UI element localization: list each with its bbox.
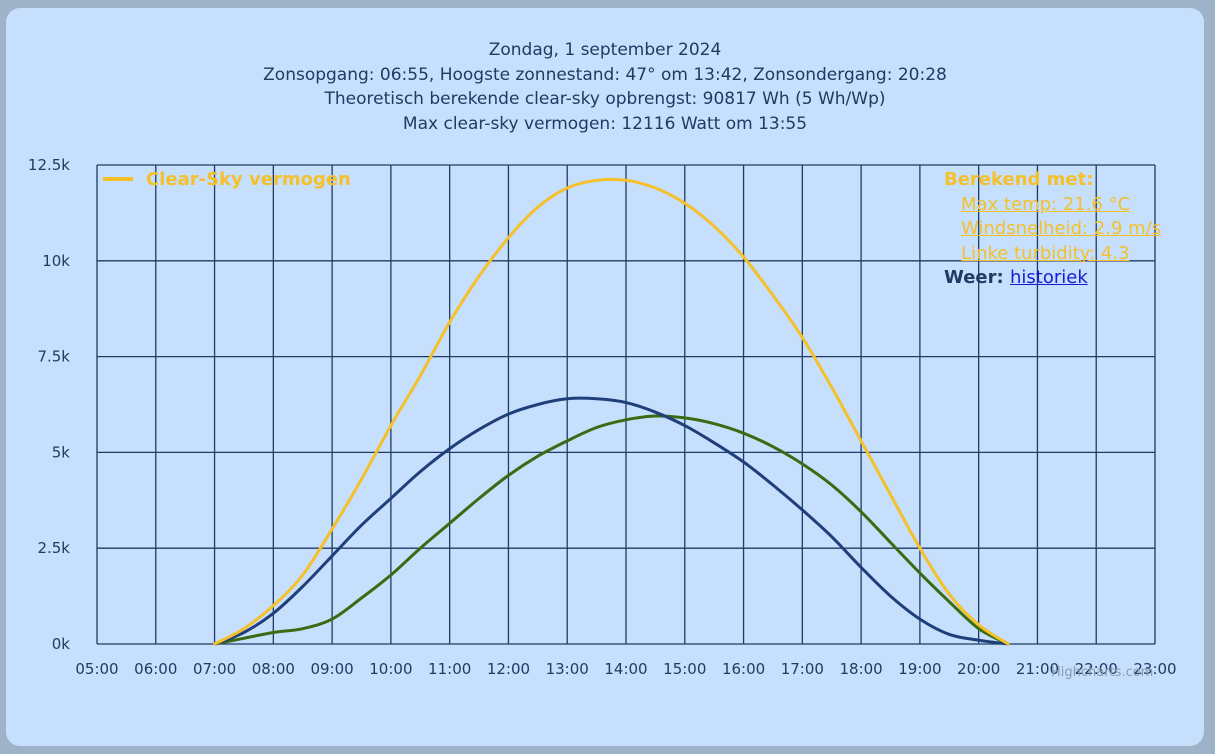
x-tick-label: 08:00	[252, 660, 295, 678]
title-line-sun: Zonsopgang: 06:55, Hoogste zonnestand: 4…	[263, 64, 947, 85]
x-tick-label: 19:00	[898, 660, 941, 678]
weather-history-link[interactable]: historiek	[1010, 267, 1088, 288]
legend[interactable]: Clear-Sky vermogen	[103, 169, 351, 190]
highcharts-credit[interactable]: Highcharts.com	[1051, 665, 1153, 680]
x-tick-label: 14:00	[604, 660, 647, 678]
series-lines	[213, 177, 1010, 646]
x-tick-label: 10:00	[369, 660, 412, 678]
weather-row: Weer: historiek	[944, 266, 1161, 291]
wind-speed-link[interactable]: Windsnelheid: 2.9 m/s	[961, 218, 1162, 239]
x-tick-label: 06:00	[134, 660, 177, 678]
x-tick-label: 15:00	[663, 660, 706, 678]
x-tick-label: 13:00	[546, 660, 589, 678]
x-tick-label: 21:00	[1016, 660, 1059, 678]
linke-turbidity-link[interactable]: Linke turbidity: 4.3	[961, 242, 1130, 264]
x-tick-label: 22:00	[1075, 660, 1118, 678]
weather-label: Weer:	[944, 267, 1004, 288]
y-tick-label: 12.5k	[28, 156, 70, 174]
x-tick-label: 11:00	[428, 660, 471, 678]
y-tick-label: 2.5k	[37, 539, 70, 557]
series-line-3[interactable]	[213, 414, 1010, 646]
max-temp-link[interactable]: Max temp: 21.6 °C	[961, 193, 1131, 215]
series-line-2[interactable]	[213, 396, 1010, 646]
info-heading: Berekend met:	[944, 169, 1094, 190]
x-tick-label: 16:00	[722, 660, 765, 678]
x-tick-label: 05:00	[75, 660, 118, 678]
grid-lines	[96, 164, 1156, 645]
y-tick-label: 10k	[42, 252, 70, 270]
title-line-date: Zondag, 1 september 2024	[488, 40, 722, 60]
x-tick-label: 12:00	[487, 660, 530, 678]
x-tick-label: 18:00	[839, 660, 882, 678]
x-tick-label: 17:00	[781, 660, 824, 678]
legend-label[interactable]: Clear-Sky vermogen	[146, 169, 351, 190]
x-tick-label: 09:00	[310, 660, 353, 678]
y-tick-label: 5k	[52, 443, 71, 461]
y-tick-label: 7.5k	[37, 348, 70, 366]
info-box: Berekend met: Max temp: 21.6 °C Windsnel…	[944, 168, 1161, 291]
chart-title: Zondag, 1 september 2024 Zonsopgang: 06:…	[6, 38, 1204, 136]
series-line-1[interactable]	[213, 177, 1010, 646]
x-tick-label: 20:00	[957, 660, 1000, 678]
x-tick-label: 07:00	[193, 660, 236, 678]
title-line-yield: Theoretisch berekende clear-sky opbrengs…	[324, 89, 886, 109]
x-tick-label: 23:00	[1133, 660, 1176, 678]
y-axis-ticks: 0k 2.5k 5k 7.5k 10k 12.5k	[28, 156, 70, 653]
y-tick-label: 0k	[52, 635, 71, 653]
chart-panel: 0k 2.5k 5k 7.5k 10k 12.5k 05:00 06:00 07:00 08:0…	[6, 8, 1204, 746]
x-axis-ticks: 05:00 06:00 07:00 08:00 09:00 10:00 11:00 12:00…	[75, 660, 1176, 678]
title-line-max: Max clear-sky vermogen: 12116 Watt om 13…	[402, 113, 808, 134]
line-chart: 0k 2.5k 5k 7.5k 10k 12.5k 05:00 06:00 07:00 08:0…	[28, 156, 1177, 680]
